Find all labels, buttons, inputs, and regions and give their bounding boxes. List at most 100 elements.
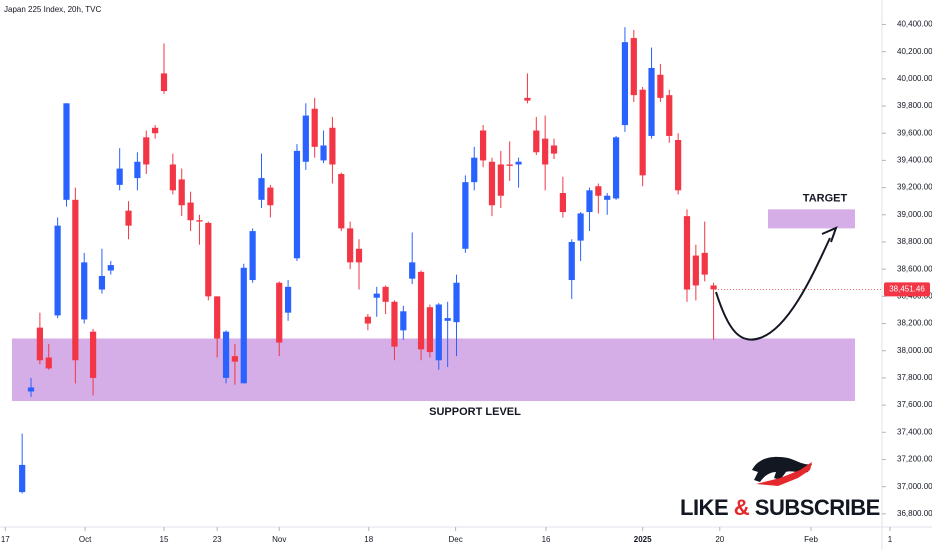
y-tick-label: 37,600.00 xyxy=(897,400,932,409)
y-tick-label: 38,000.00 xyxy=(897,346,932,355)
y-tick-label: 37,800.00 xyxy=(897,373,932,382)
candle-body xyxy=(675,140,682,191)
candle-body xyxy=(36,327,43,361)
y-tick-label: 37,000.00 xyxy=(897,482,932,491)
candle-body xyxy=(293,150,301,259)
candle-body xyxy=(63,103,70,200)
x-tick-label: 20 xyxy=(715,535,724,544)
y-tick-label: 40,200.00 xyxy=(897,47,932,56)
candle-body xyxy=(355,248,363,263)
arrow-head xyxy=(821,226,838,243)
x-tick-label: 1 xyxy=(888,535,893,544)
zone xyxy=(12,338,855,402)
last-price-box xyxy=(884,282,930,297)
candle-body xyxy=(373,293,380,298)
candle-body xyxy=(187,202,194,221)
candle-body xyxy=(524,97,531,101)
y-tick-label: 36,800.00 xyxy=(897,509,932,518)
candle-body xyxy=(382,286,389,302)
candle-body xyxy=(45,357,52,369)
candle-body xyxy=(231,356,239,362)
candle-body xyxy=(391,301,398,347)
candle-body xyxy=(586,190,593,213)
y-tick-label: 40,000.00 xyxy=(897,74,932,83)
y-tick-label: 39,400.00 xyxy=(897,156,932,165)
candle-body xyxy=(648,67,655,136)
candle-body xyxy=(338,174,345,229)
candle-body xyxy=(125,210,132,226)
candle-body xyxy=(559,193,566,213)
candle-body xyxy=(542,138,549,165)
y-tick-label: 39,000.00 xyxy=(897,210,932,219)
candle-body xyxy=(683,216,691,290)
logo-subscribe: SUBSCRIBE xyxy=(755,495,880,520)
candle-body xyxy=(54,225,61,316)
candle-body xyxy=(143,137,150,165)
candle-body xyxy=(604,195,611,200)
candle-body xyxy=(471,157,478,183)
x-tick-label: Oct xyxy=(79,535,92,544)
candle-body xyxy=(276,282,283,343)
candle-body xyxy=(453,282,460,323)
projection-arrow xyxy=(715,237,831,341)
candle-body xyxy=(595,186,602,196)
x-tick-label: Dec xyxy=(449,535,463,544)
candle-body xyxy=(134,161,141,179)
candle-body xyxy=(169,164,176,191)
x-tick-label: 23 xyxy=(213,535,222,544)
candle-body xyxy=(160,73,168,92)
bull-swoosh xyxy=(756,462,812,486)
candle-body xyxy=(116,168,123,185)
bull-logo xyxy=(752,456,812,486)
candle-body xyxy=(19,464,26,493)
logo-like: LIKE xyxy=(680,495,728,520)
zone-label: TARGET xyxy=(803,192,848,204)
candle-body xyxy=(568,241,575,281)
candle-body xyxy=(400,311,407,331)
candle-body xyxy=(249,231,256,281)
zone xyxy=(768,209,855,229)
candle-body xyxy=(240,267,247,384)
candle-body xyxy=(258,178,265,200)
x-tick-label: 17 xyxy=(1,535,10,544)
y-tick-label: 37,200.00 xyxy=(897,455,932,464)
candle-body xyxy=(657,74,664,98)
candle-body xyxy=(302,115,309,162)
y-tick-label: 39,800.00 xyxy=(897,101,932,110)
candle-body xyxy=(267,187,274,206)
y-tick-label: 38,200.00 xyxy=(897,319,932,328)
candle-body xyxy=(444,318,451,321)
candle-body xyxy=(621,42,629,126)
candle-body xyxy=(311,108,318,147)
x-tick-label: Feb xyxy=(804,535,818,544)
x-tick-label: 18 xyxy=(364,535,373,544)
candle-body xyxy=(506,164,513,166)
candle-body xyxy=(666,95,673,136)
candle-body xyxy=(550,145,558,154)
candle-body xyxy=(178,179,185,206)
candle-body xyxy=(577,213,584,241)
x-tick-label: 16 xyxy=(542,535,551,544)
candle-body xyxy=(533,130,540,153)
candle-body xyxy=(72,199,79,361)
candle-body xyxy=(89,331,97,378)
candle-body xyxy=(417,271,425,350)
candle-body xyxy=(284,286,292,313)
candle-body xyxy=(435,304,442,361)
candle-body xyxy=(205,222,212,297)
candle-body xyxy=(426,307,434,353)
candle-body xyxy=(152,127,159,134)
candle-body xyxy=(710,285,717,290)
candle-body xyxy=(692,255,699,286)
candle-body xyxy=(81,262,88,320)
candle-body xyxy=(214,296,221,339)
y-tick-label: 39,600.00 xyxy=(897,128,932,137)
y-tick-label: 38,600.00 xyxy=(897,264,932,273)
y-tick-label: 40,400.00 xyxy=(897,20,932,29)
y-tick-label: 37,400.00 xyxy=(897,427,932,436)
bull-icon xyxy=(752,456,812,482)
chart-title: Japan 225 Index, 20h, TVC xyxy=(4,5,101,14)
candle-body xyxy=(488,161,496,206)
x-tick-label: 2025 xyxy=(634,535,652,544)
